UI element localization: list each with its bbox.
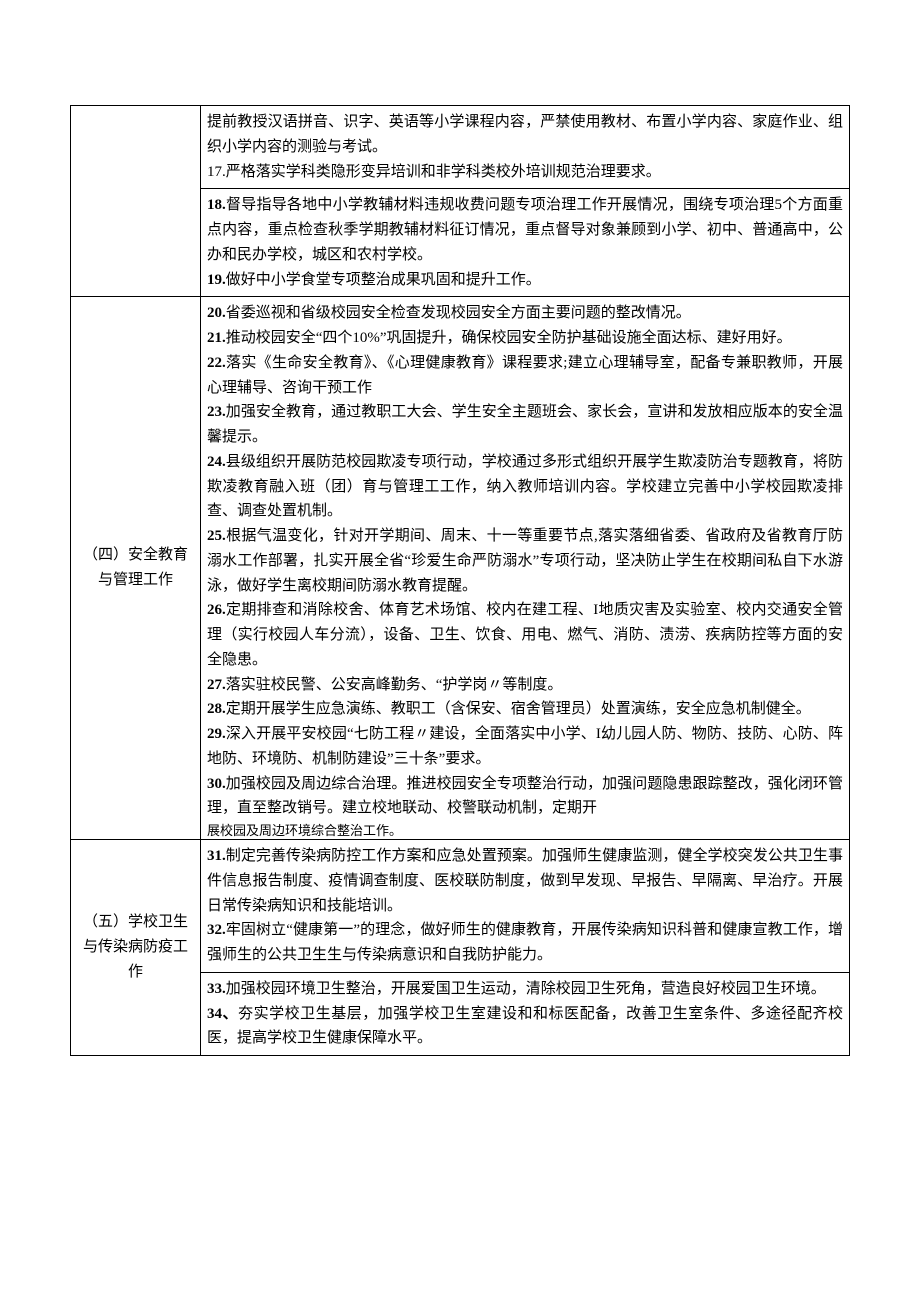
item-number: 30.: [207, 776, 226, 792]
item-number: 18.: [207, 197, 226, 213]
item-number: 28.: [207, 701, 226, 717]
table-row: （四）安全教育与管理工作20.省委巡视和省级校园安全检查发现校园安全方面主要问题…: [71, 297, 850, 840]
policy-item: 20.省委巡视和省级校园安全检查发现校园安全方面主要问题的整改情况。: [207, 301, 843, 326]
policy-item: 32.牢固树立“健康第一”的理念，做好师生的健康教育，开展传染病知识科普和健康宣…: [207, 918, 843, 968]
item-text: 制定完善传染病防控工作方案和应急处置预案。加强师生健康监测，健全学校突发公共卫生…: [207, 848, 843, 914]
content-cell: 31.制定完善传染病防控工作方案和应急处置预案。加强师生健康监测，健全学校突发公…: [201, 840, 850, 973]
table-row: （五）学校卫生与传染病防疫工作31.制定完善传染病防控工作方案和应急处置预案。加…: [71, 840, 850, 973]
content-cell: 提前教授汉语拼音、识字、英语等小学课程内容，严禁使用教材、布置小学内容、家庭作业…: [201, 106, 850, 189]
category-cell: [71, 106, 201, 297]
item-number: 32.: [207, 922, 226, 938]
item-text: 牢固树立“健康第一”的理念，做好师生的健康教育，开展传染病知识科普和健康宣教工作…: [207, 922, 843, 963]
item-number: 26.: [207, 602, 226, 618]
item-number: 24.: [207, 454, 226, 470]
item-number: 29.: [207, 726, 226, 742]
item-text: 做好中小学食堂专项整治成果巩固和提升工作。: [226, 272, 541, 288]
item-text: 加强校园及周边综合治理。推进校园安全专项整治行动，加强问题隐患跟踪整改，强化闭环…: [207, 776, 843, 817]
item-text: 加强校园环境卫生整治，开展爱国卫生运动，清除校园卫生死角，营造良好校园卫生环境。: [226, 981, 826, 997]
item-text: 加强安全教育，通过教职工大会、学生安全主题班会、家长会，宣讲和发放相应版本的安全…: [207, 404, 843, 445]
item-text: 定期排查和消除校舍、体育艺术场馆、校内在建工程、I地质灾害及实验室、校内交通安全…: [207, 602, 843, 668]
item-number: 25.: [207, 528, 226, 544]
policy-item: 21.推动校园安全“四个10%”巩固提升，确保校园安全防护基础设施全面达标、建好…: [207, 326, 843, 351]
item-text: 推动校园安全“四个10%”巩固提升，确保校园安全防护基础设施全面达标、建好用好。: [226, 330, 792, 346]
item-text: 落实驻校民警、公安高峰勤务、“护学岗〃等制度。: [226, 677, 563, 693]
item-number: 27.: [207, 677, 226, 693]
item-text: 深入开展平安校园“七防工程〃建设，全面落实中小学、I幼儿园人防、物防、技防、心防…: [207, 726, 843, 767]
policy-item: 18.督导指导各地中小学教辅材料违规收费问题专项治理工作开展情况，围绕专项治理5…: [207, 193, 843, 267]
policy-item: 22.落实《生命安全教育》、《心理健康教育》课程要求;建立心理辅导室，配备专兼职…: [207, 351, 843, 401]
item-text: 夯实学校卫生基层，加强学校卫生室建设和和标医配备，改善卫生室条件、多途径配齐校医…: [207, 1006, 843, 1047]
policy-item: 23.加强安全教育，通过教职工大会、学生安全主题班会、家长会，宣讲和发放相应版本…: [207, 400, 843, 450]
policy-item: 24.县级组织开展防范校园欺凌专项行动，学校通过多形式组织开展学生欺凌防治专题教…: [207, 450, 843, 524]
item-number: 23.: [207, 404, 226, 420]
item-text: 定期开展学生应急演练、教职工（含保安、宿舍管理员）处置演练，安全应急机制健全。: [226, 701, 811, 717]
policy-item: 33.加强校园环境卫生整治，开展爱国卫生运动，清除校园卫生死角，营造良好校园卫生…: [207, 977, 843, 1002]
policy-item: 31.制定完善传染病防控工作方案和应急处置预案。加强师生健康监测，健全学校突发公…: [207, 844, 843, 918]
item-number: 22.: [207, 355, 226, 371]
policy-item: 17.严格落实学科类隐形变异培训和非学科类校外培训规范治理要求。: [207, 160, 843, 185]
policy-items-table: 提前教授汉语拼音、识字、英语等小学课程内容，严禁使用教材、布置小学内容、家庭作业…: [70, 105, 850, 1056]
policy-item: 25.根据气温变化，针对开学期间、周末、十一等重要节点,落实落细省委、省政府及省…: [207, 524, 843, 598]
policy-item: 26.定期排查和消除校舍、体育艺术场馆、校内在建工程、I地质灾害及实验室、校内交…: [207, 598, 843, 672]
policy-item: 28.定期开展学生应急演练、教职工（含保安、宿舍管理员）处置演练，安全应急机制健…: [207, 697, 843, 722]
category-cell: （五）学校卫生与传染病防疫工作: [71, 840, 201, 1056]
table-row: 提前教授汉语拼音、识字、英语等小学课程内容，严禁使用教材、布置小学内容、家庭作业…: [71, 106, 850, 189]
item-number: 19.: [207, 272, 226, 288]
content-cell: 18.督导指导各地中小学教辅材料违规收费问题专项治理工作开展情况，围绕专项治理5…: [201, 189, 850, 297]
policy-item: 提前教授汉语拼音、识字、英语等小学课程内容，严禁使用教材、布置小学内容、家庭作业…: [207, 110, 843, 160]
truncated-overflow-text: 展校园及周边环境综合整治工作。: [207, 823, 843, 839]
item-text: 严格落实学科类隐形变异培训和非学科类校外培训规范治理要求。: [226, 164, 661, 180]
policy-item: 27.落实驻校民警、公安高峰勤务、“护学岗〃等制度。: [207, 673, 843, 698]
item-text: 根据气温变化，针对开学期间、周末、十一等重要节点,落实落细省委、省政府及省教育厅…: [207, 528, 843, 594]
policy-item: 29.深入开展平安校园“七防工程〃建设，全面落实中小学、I幼儿园人防、物防、技防…: [207, 722, 843, 772]
item-number: 17.: [207, 164, 226, 180]
item-number: 21.: [207, 330, 226, 346]
content-cell: 20.省委巡视和省级校园安全检查发现校园安全方面主要问题的整改情况。21.推动校…: [201, 297, 850, 840]
content-cell: 33.加强校园环境卫生整治，开展爱国卫生运动，清除校园卫生死角，营造良好校园卫生…: [201, 972, 850, 1055]
policy-item: 30.加强校园及周边综合治理。推进校园安全专项整治行动，加强问题隐患跟踪整改，强…: [207, 772, 843, 822]
policy-item: 19.做好中小学食堂专项整治成果巩固和提升工作。: [207, 268, 843, 293]
item-number: 34、: [207, 1006, 238, 1022]
item-text: 提前教授汉语拼音、识字、英语等小学课程内容，严禁使用教材、布置小学内容、家庭作业…: [207, 114, 843, 155]
item-number: 31.: [207, 848, 226, 864]
item-number: 33.: [207, 981, 226, 997]
policy-item: 34、夯实学校卫生基层，加强学校卫生室建设和和标医配备，改善卫生室条件、多途径配…: [207, 1002, 843, 1052]
category-cell: （四）安全教育与管理工作: [71, 297, 201, 840]
item-text: 落实《生命安全教育》、《心理健康教育》课程要求;建立心理辅导室，配备专兼职教师，…: [207, 355, 843, 396]
item-text: 省委巡视和省级校园安全检查发现校园安全方面主要问题的整改情况。: [226, 305, 691, 321]
item-text: 督导指导各地中小学教辅材料违规收费问题专项治理工作开展情况，围绕专项治理5个方面…: [207, 197, 843, 263]
item-text: 县级组织开展防范校园欺凌专项行动，学校通过多形式组织开展学生欺凌防治专题教育，将…: [207, 454, 843, 520]
item-number: 20.: [207, 305, 226, 321]
